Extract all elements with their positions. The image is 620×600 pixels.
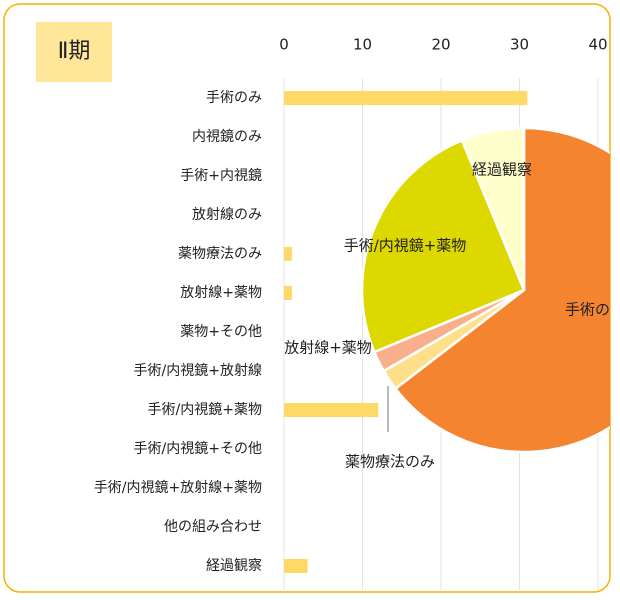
category-label: 放射線+薬物 [180,285,262,301]
category-label: 内視鏡のみ [192,129,262,145]
category-label: 手術/内視鏡+その他 [134,441,262,457]
slice-label: 放射線+薬物 [284,339,372,357]
category-label: 手術/内視鏡+放射線+薬物 [94,480,262,496]
x-tick-label: 10 [353,36,372,54]
x-tick-label: 0 [279,36,289,54]
chart-title: Ⅱ期 [58,39,91,64]
bar [284,403,379,417]
x-tick-label: 30 [510,36,529,54]
bar [284,91,528,105]
pie-slice [393,126,610,454]
category-label: 薬物療法のみ [178,245,262,262]
category-label: 手術/内視鏡+薬物 [148,402,262,418]
category-label: 手術のみ [206,90,262,106]
x-tick-label: 20 [431,36,450,54]
slice-label: 手術/内視鏡+薬物 [344,237,467,255]
slice-label: 手術のみ [565,301,620,319]
title-box [36,22,112,82]
x-tick-label: 40 [588,36,607,54]
category-label: 手術/内視鏡+放射線 [134,363,262,379]
category-label: 薬物+その他 [180,324,262,340]
category-label: 経過観察 [206,557,262,574]
slice-label: 経過観察 [472,161,532,179]
category-label: 放射線のみ [192,207,262,223]
bar [284,286,292,300]
pie-slice [460,126,526,291]
bar [284,247,292,261]
category-label: 手術+内視鏡 [180,168,262,184]
slice-label: 薬物療法のみ [345,453,435,471]
bar [284,559,308,573]
category-label: 他の組み合わせ [164,519,262,535]
